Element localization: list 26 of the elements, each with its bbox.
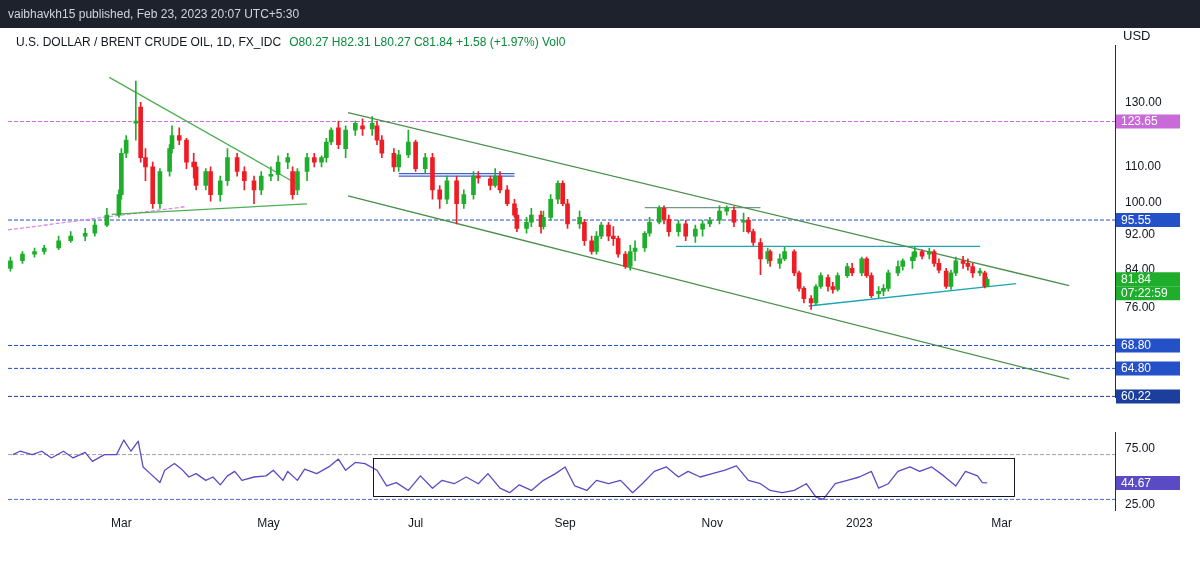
ref-line-label: 60.22 xyxy=(1121,389,1152,404)
y-axis-title: USD xyxy=(1123,28,1151,44)
ref-line-label: 95.55 xyxy=(1121,212,1152,227)
x-tick-label: Sep xyxy=(554,516,577,531)
y-tick-label: 76.00 xyxy=(1125,299,1156,314)
x-tick-label: May xyxy=(257,516,280,531)
y-tick-label: 130.00 xyxy=(1125,94,1163,109)
x-tick-label: 2023 xyxy=(846,516,874,531)
y-tick-label: 25.00 xyxy=(1125,497,1156,512)
text: 81.84 xyxy=(1121,272,1152,287)
chart-title: U.S. DOLLAR / BRENT CRUDE OIL, 1D, FX_IDC xyxy=(16,35,282,49)
y-tick-label: 110.00 xyxy=(1125,158,1162,173)
y-tick-label: 75.00 xyxy=(1125,441,1156,456)
ref-line-label: 64.80 xyxy=(1121,361,1152,376)
x-tick-label: Nov xyxy=(701,516,723,531)
y-tick-label: 100.00 xyxy=(1125,194,1163,209)
text: 44.67 xyxy=(1121,475,1152,490)
x-tick-label: Mar xyxy=(111,516,132,531)
ref-line-label: 123.65 xyxy=(1121,114,1159,129)
x-tick-label: Jul xyxy=(407,516,424,531)
y-tick-label: 92.00 xyxy=(1125,226,1156,241)
ref-line-label: 68.80 xyxy=(1121,338,1152,353)
chart-subtitle: O80.27 H82.31 L80.27 C81.84 +1.58 (+1.97%) Vol0 xyxy=(289,35,566,49)
x-tick-label: Mar xyxy=(991,516,1012,531)
text: vaibhavkh15 published, Feb 23, 2023 20:07 UTC+5:30 xyxy=(8,7,300,21)
text: 07:22:59 xyxy=(1121,286,1169,301)
